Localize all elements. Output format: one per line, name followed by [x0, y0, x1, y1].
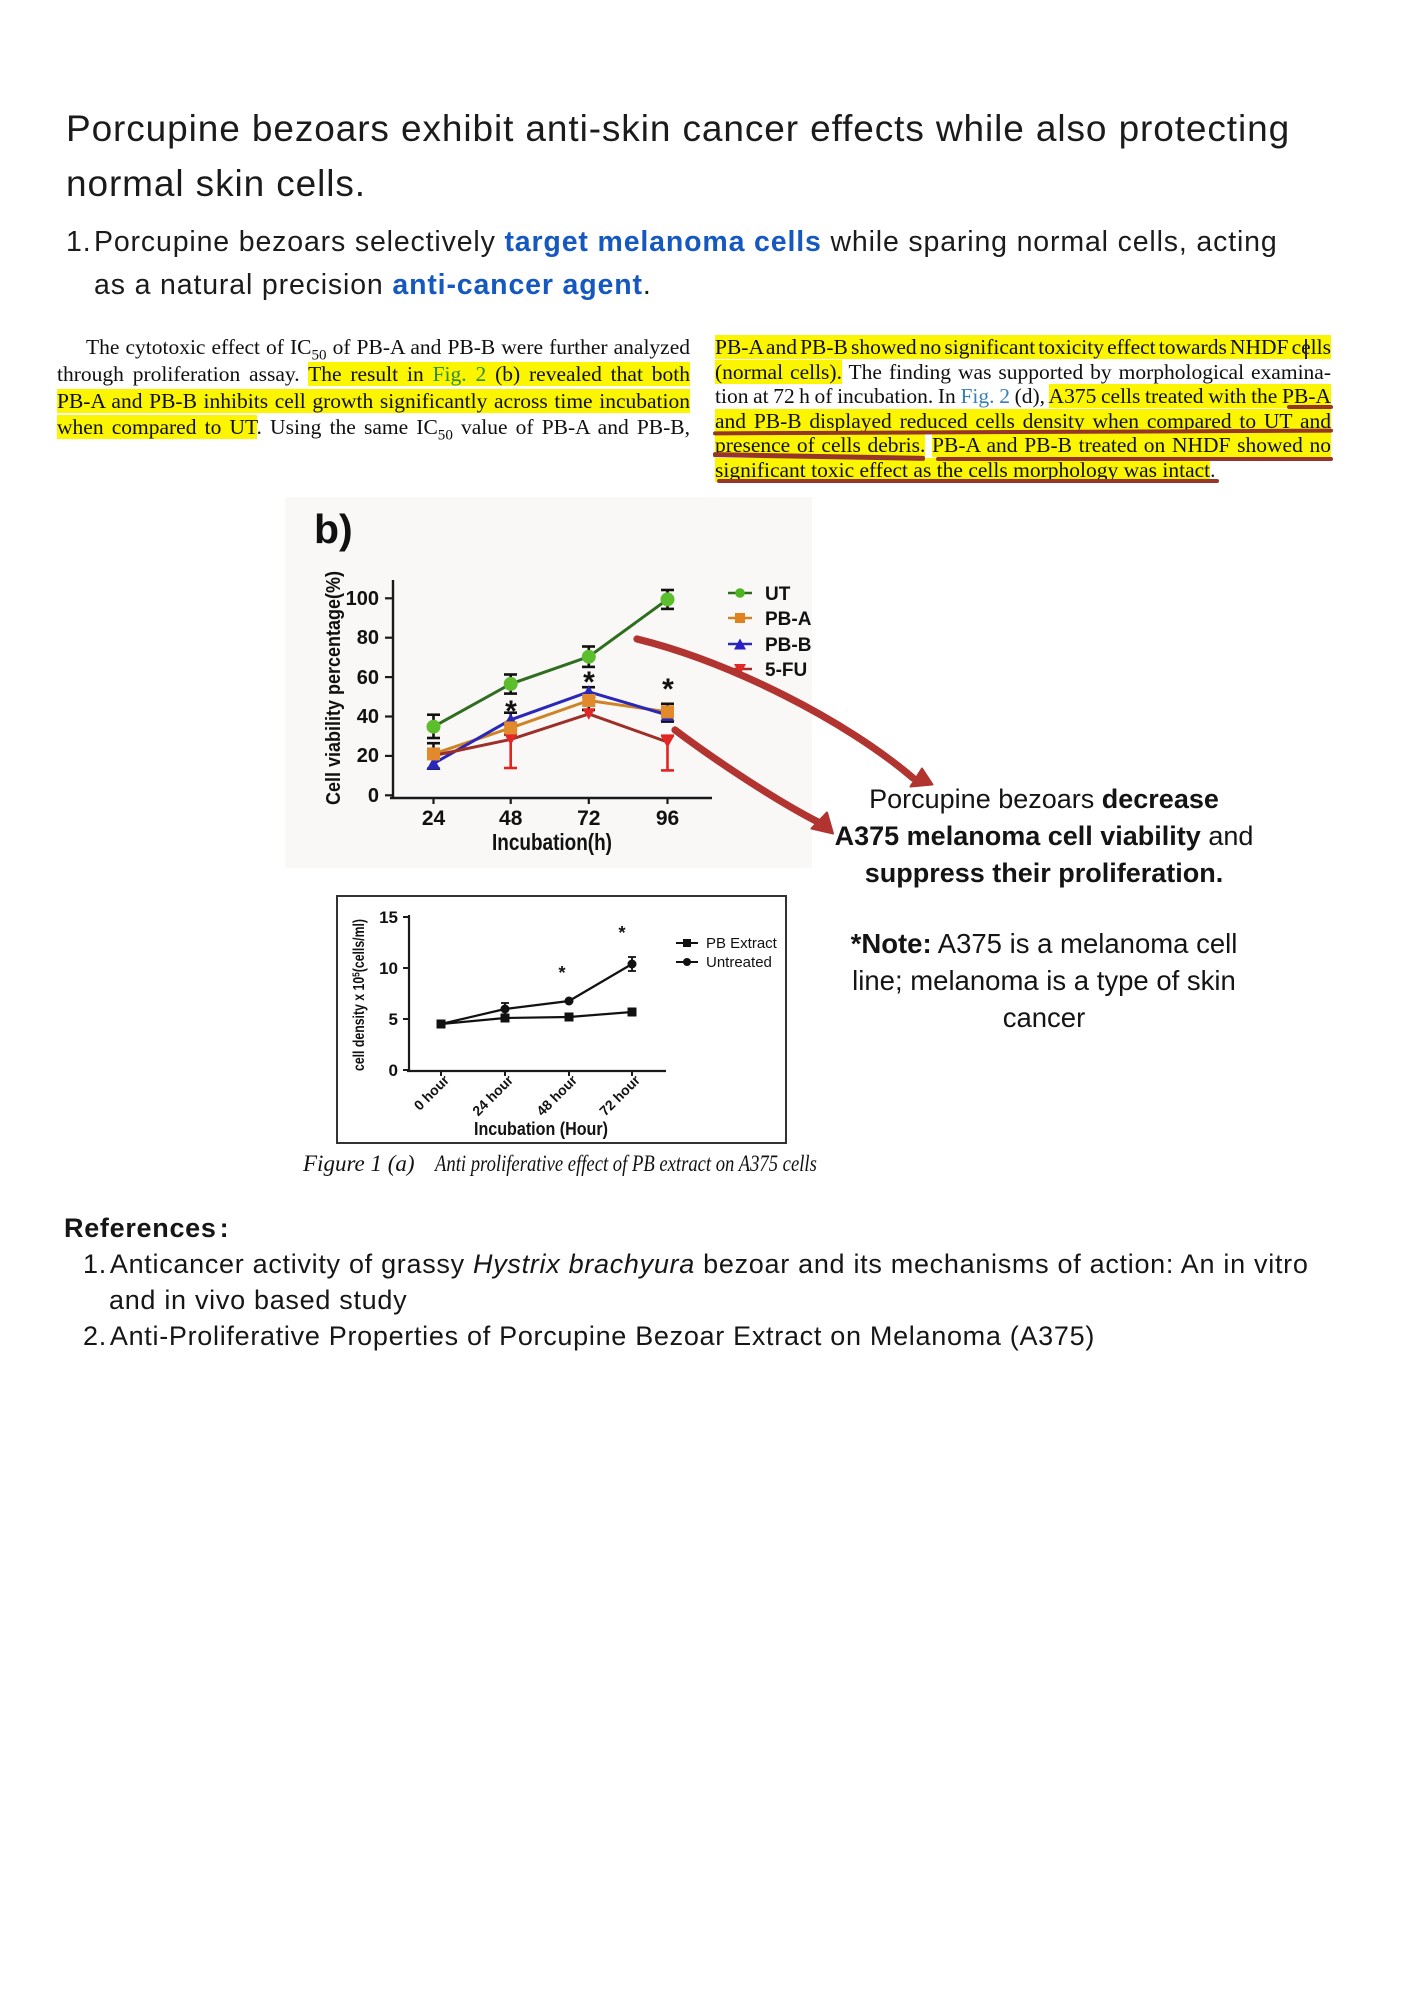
svg-text:40: 40 — [357, 706, 379, 728]
svg-text:Incubation(h): Incubation(h) — [492, 829, 612, 855]
svg-text:0: 0 — [389, 1061, 398, 1080]
svg-text:80: 80 — [357, 627, 379, 649]
svg-text:Cell viability percentage(%): Cell viability percentage(%) — [323, 571, 345, 805]
svg-text:*: * — [583, 666, 595, 699]
svg-text:100: 100 — [346, 588, 379, 610]
svg-text:*: * — [558, 963, 565, 983]
svg-text:0: 0 — [368, 785, 379, 807]
svg-text:15: 15 — [379, 908, 398, 927]
svg-text:5: 5 — [389, 1010, 398, 1029]
svg-text:60: 60 — [357, 667, 379, 689]
svg-text:96: 96 — [656, 807, 679, 830]
svg-text:cell density x 105(cells/ml): cell density x 105(cells/ml) — [351, 919, 369, 1071]
svg-text:Untreated: Untreated — [706, 954, 772, 971]
svg-text:b): b) — [314, 506, 353, 552]
svg-text:PB-B: PB-B — [765, 635, 811, 656]
svg-text:48: 48 — [499, 807, 523, 830]
svg-text:24: 24 — [422, 807, 446, 830]
svg-text:*: * — [505, 695, 517, 728]
svg-text:Incubation (Hour): Incubation (Hour) — [474, 1119, 608, 1139]
svg-text:10: 10 — [379, 959, 398, 978]
svg-text:5-FU: 5-FU — [765, 660, 807, 681]
svg-text:PB Extract: PB Extract — [706, 935, 778, 952]
svg-text:20: 20 — [357, 745, 379, 767]
svg-text:72: 72 — [577, 807, 600, 830]
svg-text:*: * — [662, 673, 674, 706]
svg-text:PB-A: PB-A — [765, 609, 812, 630]
svg-text:UT: UT — [765, 584, 791, 605]
svg-text:*: * — [618, 923, 625, 943]
